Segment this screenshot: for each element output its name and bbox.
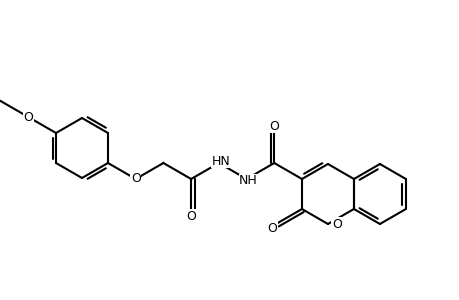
Text: O: O bbox=[186, 209, 196, 223]
Text: O: O bbox=[331, 218, 341, 230]
Text: O: O bbox=[267, 222, 276, 235]
Text: NH: NH bbox=[239, 175, 257, 188]
Text: HN: HN bbox=[211, 154, 230, 167]
Text: O: O bbox=[269, 119, 279, 133]
Text: O: O bbox=[23, 110, 33, 124]
Text: O: O bbox=[130, 172, 140, 185]
